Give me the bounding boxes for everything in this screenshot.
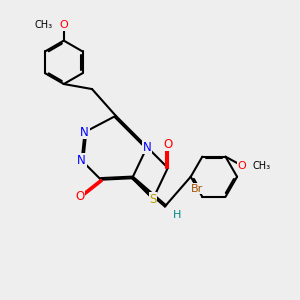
Text: O: O [76,190,85,202]
Text: CH₃: CH₃ [252,160,270,171]
Text: N: N [77,154,86,167]
Text: N: N [143,140,152,154]
Text: O: O [238,160,246,171]
Text: N: N [80,126,89,139]
Text: Br: Br [191,184,203,194]
Text: S: S [149,193,157,206]
Text: H: H [172,210,181,220]
Text: CH₃: CH₃ [34,20,52,30]
Text: O: O [163,138,172,151]
Text: O: O [59,20,68,30]
